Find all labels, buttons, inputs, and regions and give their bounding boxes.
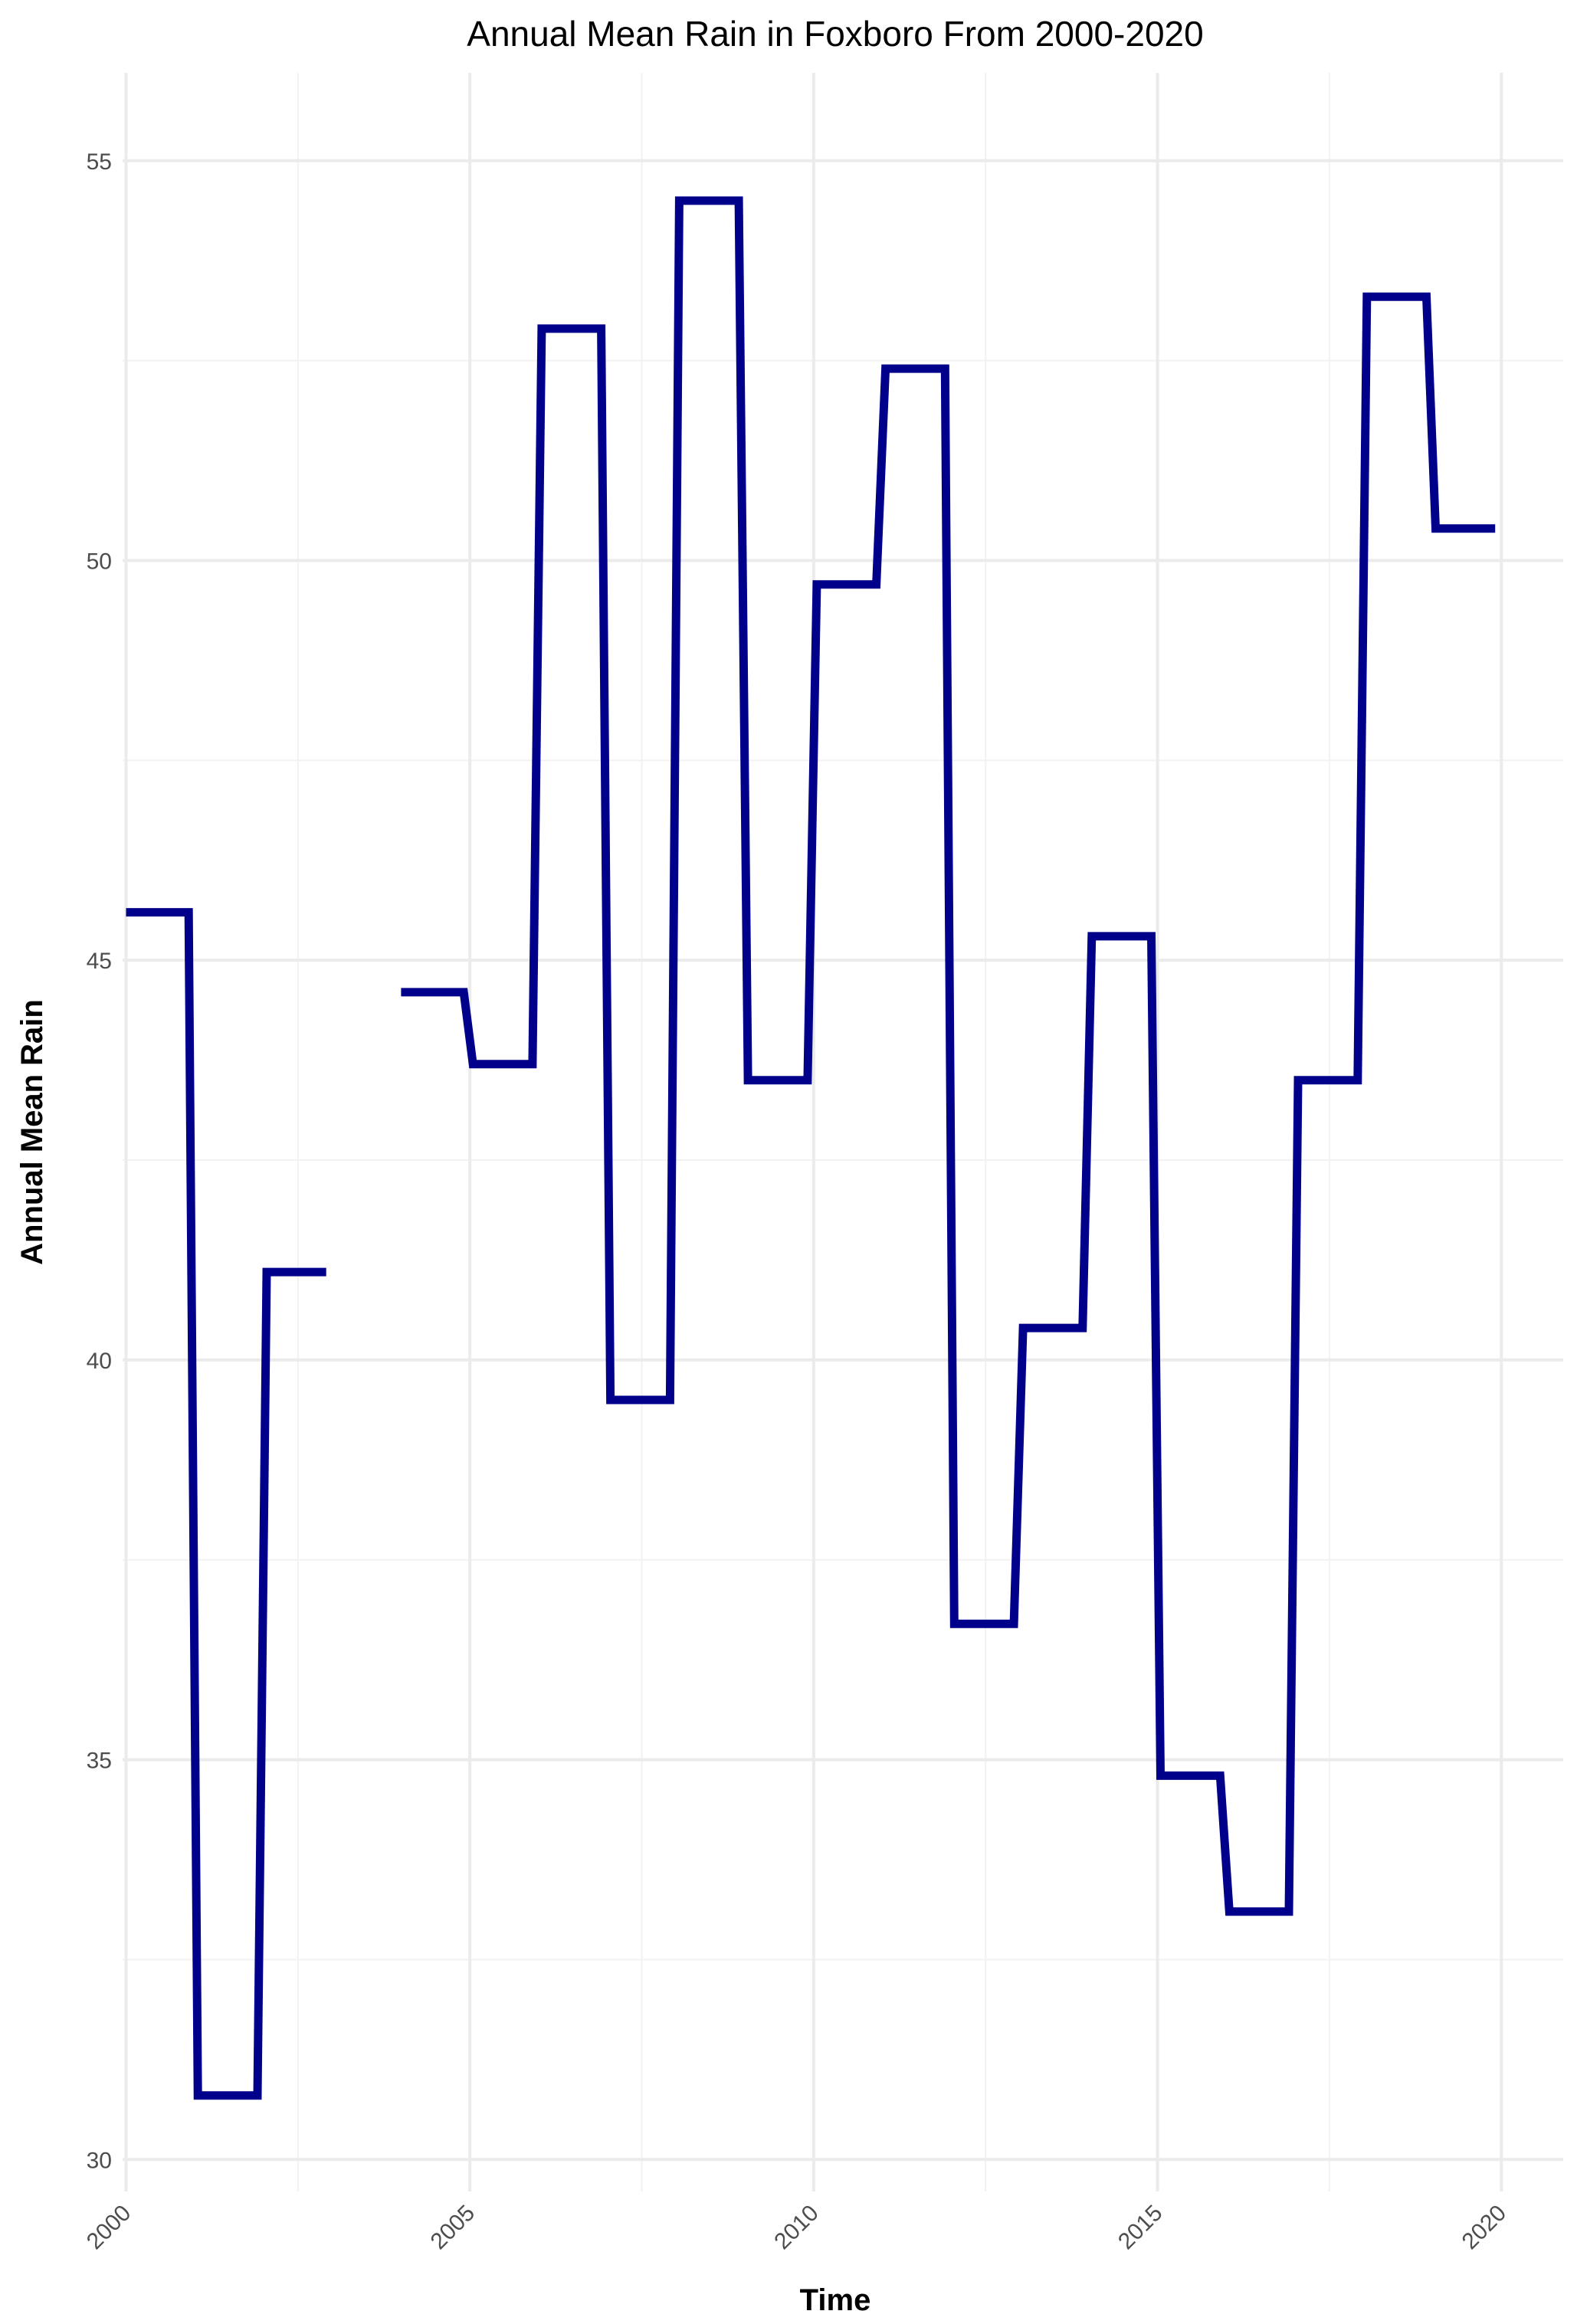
chart-title: Annual Mean Rain in Foxboro From 2000-20…	[467, 14, 1203, 54]
y-tick-label: 45	[87, 949, 112, 974]
x-tick-label: 2005	[426, 2201, 480, 2255]
grid	[123, 73, 1563, 2191]
x-axis-title: Time	[800, 2283, 871, 2317]
series-layer	[126, 196, 1496, 2100]
y-axis-ticks: 30 35 40 45 50 55	[87, 149, 112, 2173]
x-tick-label: 2000	[82, 2201, 136, 2255]
x-tick-label: 2010	[769, 2201, 824, 2255]
series-line-segment	[401, 196, 1496, 1916]
series-line-segment	[126, 908, 326, 2100]
y-tick-label: 40	[87, 1349, 112, 1374]
x-axis-ticks: 2000 2005 2010 2015 2020	[82, 2201, 1511, 2255]
y-tick-label: 30	[87, 2148, 112, 2173]
x-tick-label: 2015	[1113, 2201, 1168, 2255]
y-axis-title: Annual Mean Rain	[15, 999, 49, 1265]
x-tick-label: 2020	[1457, 2201, 1512, 2255]
y-tick-label: 35	[87, 1749, 112, 1774]
y-tick-label: 55	[87, 149, 112, 175]
y-tick-label: 50	[87, 549, 112, 574]
